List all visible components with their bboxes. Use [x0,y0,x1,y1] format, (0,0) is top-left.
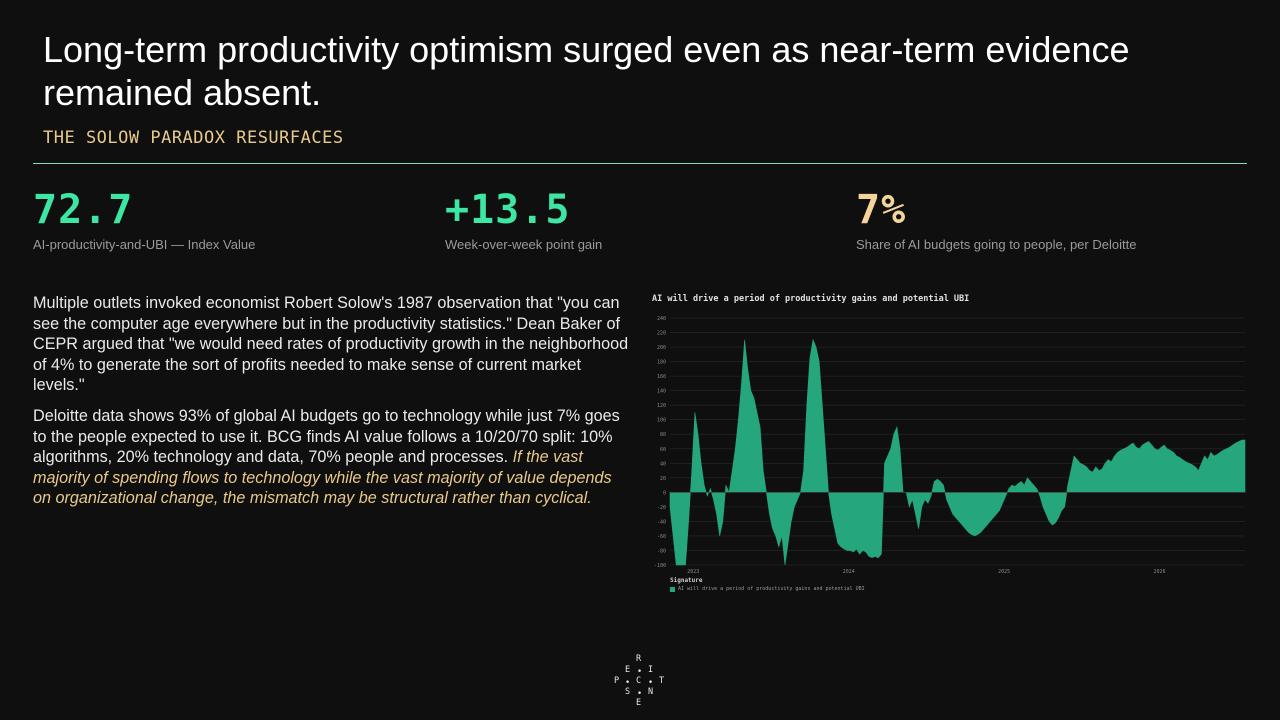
slide-title: Long-term productivity optimism surged e… [43,29,1130,113]
logo-dot: • [637,667,643,677]
logo-letter: E [636,698,642,708]
y-tick-label: 140 [657,389,666,395]
legend-swatch [670,586,675,592]
stat-label: AI-productivity-and-UBI — Index Value [33,237,256,252]
y-tick-label: 180 [657,360,666,366]
y-tick-label: 0 [663,490,666,496]
y-tick-label: -20 [657,505,666,511]
stat-label: Week-over-week point gain [445,237,603,252]
x-tick-label: 2025 [998,569,1010,575]
header-divider [33,163,1247,164]
y-tick-label: 120 [657,403,666,409]
body-paragraph-2: Deloitte data shows 93% of global AI bud… [33,406,633,509]
productivity-area-chart: -100 -80 -60 -40 -20 0 20 40 60 80 100 120 140 160 180… [654,316,1246,575]
y-tick-label: 220 [657,331,666,337]
stat-value: +13.5 [445,187,571,233]
stat-weekly-gain: +13.5 Week-over-week point gain [445,187,602,252]
stat-index-value: 72.7 AI-productivity-and-UBI — Index Val… [33,187,255,252]
logo-letter: P [614,676,620,686]
y-tick-label: 200 [657,345,666,351]
legend-item: AI will drive a period of productivity g… [670,586,865,592]
x-tick-label: 2023 [687,569,699,575]
y-tick-label: 80 [660,432,666,438]
y-tick-label: -100 [654,563,666,569]
logo-letter: E [625,665,631,675]
legend-title: Signature [670,577,703,584]
slide-subtitle: THE SOLOW PARADOX RESURFACES [43,128,344,148]
y-tick-label: 240 [657,316,666,322]
y-tick-label: 60 [660,447,666,453]
logo-letter: C [636,676,642,686]
x-tick-label: 2026 [1154,569,1166,575]
y-tick-label: -80 [657,548,666,554]
y-tick-label: 100 [657,418,666,424]
y-tick-label: 40 [660,461,666,467]
reipctsne-logo: R E • I P • C • T S • N E [608,654,672,708]
logo-letter: R [636,654,642,664]
y-tick-label: -40 [657,519,666,525]
body-paragraph-1: Multiple outlets invoked economist Rober… [33,294,629,395]
logo-letter: N [648,687,654,697]
body-text: Multiple outlets invoked economist Rober… [33,293,633,519]
y-tick-label: 160 [657,374,666,380]
logo-dot: • [648,678,654,688]
stat-value: 72.7 [33,187,134,233]
logo-letter: T [659,676,665,686]
stat-people-share: 7% Share of AI budgets going to people, … [856,187,1136,252]
body-paragraph-2-text: Deloitte data shows 93% of global AI bud… [33,406,620,467]
stat-label: Share of AI budgets going to people, per… [856,237,1137,252]
stat-value: 7% [856,187,907,233]
logo-dot: • [637,689,643,699]
chart-legend: Signature AI will drive a period of prod… [670,577,865,592]
chart-title: AI will drive a period of productivity g… [652,294,970,304]
x-tick-label: 2024 [843,569,855,575]
y-tick-label: -60 [657,534,666,540]
series-area [669,338,1246,566]
body-emphasis: If the vast majority of spending flows t… [33,448,612,508]
logo-letter: S [625,687,631,697]
legend-label: AI will drive a period of productivity g… [678,586,865,592]
y-tick-label: 20 [660,476,666,482]
logo-dot: • [625,678,631,688]
logo-letter: I [648,665,654,675]
